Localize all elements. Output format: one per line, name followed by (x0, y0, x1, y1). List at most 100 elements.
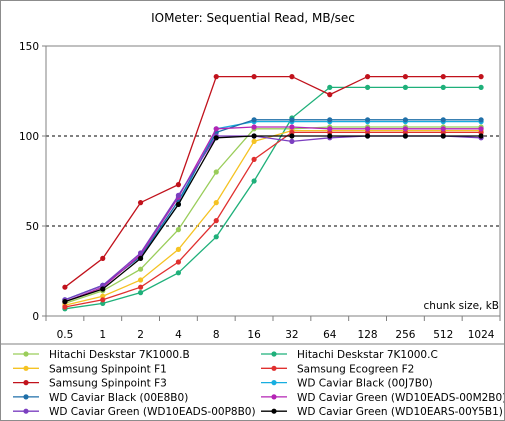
series-4 (62, 74, 484, 290)
data-point (402, 126, 409, 132)
x-axis-unit-label: chunk size, kB (424, 300, 499, 312)
x-tick-label: 16 (247, 329, 261, 341)
x-axis: 0.5 1 2 4 8 16 32 64 128 256 512 1024 (45, 316, 501, 341)
data-point (327, 126, 333, 132)
legend-item: Samsung Spinpoint F3 (13, 378, 167, 390)
x-tick-label: 0.5 (57, 329, 74, 341)
data-point (100, 286, 106, 292)
data-point (327, 92, 333, 98)
data-point (137, 250, 144, 256)
data-point (289, 138, 295, 144)
data-point (137, 200, 144, 206)
data-point (175, 182, 182, 188)
legend-swatch-marker (23, 408, 29, 414)
data-point (175, 227, 182, 233)
data-point (289, 133, 295, 139)
data-point (364, 84, 371, 90)
data-point (175, 192, 182, 198)
data-point (251, 133, 257, 139)
data-point (440, 133, 446, 139)
data-point (364, 129, 371, 135)
data-point (213, 74, 219, 80)
series-line (64, 126, 482, 303)
data-point (137, 255, 144, 261)
series-line (64, 135, 482, 301)
legend-item: Hitachi Deskstar 7K1000.B (13, 349, 190, 361)
data-point (478, 133, 484, 139)
legend-label: Samsung Spinpoint F3 (49, 378, 167, 390)
data-point (137, 284, 144, 290)
data-point (100, 255, 106, 261)
data-point (289, 129, 295, 135)
data-point (402, 117, 409, 123)
x-tick-label: 256 (395, 329, 415, 341)
data-point (364, 126, 371, 132)
data-point (402, 84, 409, 90)
series-line (64, 131, 482, 308)
x-tick-label: 32 (285, 329, 298, 341)
legend-item: Hitachi Deskstar 7K1000.C (261, 349, 438, 361)
x-tick-label: 4 (175, 329, 182, 341)
legend-swatch-marker (23, 394, 29, 400)
legend-label: Samsung Ecogreen F2 (297, 363, 414, 375)
legend-swatch-marker (271, 380, 277, 386)
data-point (289, 124, 295, 130)
data-point (402, 74, 409, 80)
series-6 (62, 117, 484, 303)
data-point (402, 129, 409, 135)
series-8 (62, 133, 484, 303)
series-line (64, 135, 482, 303)
data-point (440, 129, 446, 135)
data-point (213, 126, 219, 132)
data-point (100, 300, 106, 306)
data-point (100, 293, 106, 299)
legend-label: WD Caviar Green (WD10EADS-00P8B0) (49, 406, 256, 418)
legend-label: Samsung Spinpoint F1 (49, 363, 167, 375)
series-9 (62, 133, 484, 305)
data-point (251, 74, 257, 80)
data-point (175, 246, 182, 252)
legend-swatch-marker (271, 365, 277, 371)
data-point (137, 290, 144, 296)
x-tick-label: 1 (99, 329, 106, 341)
data-point (327, 117, 333, 123)
data-point (440, 74, 446, 80)
legend-swatch-marker (271, 408, 277, 414)
data-point (213, 169, 219, 175)
series-2 (62, 128, 484, 308)
x-tick-label: 128 (358, 329, 378, 341)
data-point (364, 133, 371, 139)
legend-label: WD Caviar Black (00E8B0) (49, 392, 188, 404)
series-line (64, 86, 482, 310)
legend-swatch-marker (271, 351, 277, 357)
data-point (440, 126, 446, 132)
data-point (478, 126, 484, 132)
y-tick-label: 150 (19, 41, 39, 53)
data-point (251, 178, 257, 184)
legend-label: Hitachi Deskstar 7K1000.B (49, 349, 190, 361)
data-point (251, 156, 257, 162)
legend-swatch-marker (23, 351, 29, 357)
data-point (478, 84, 484, 90)
data-point (213, 218, 219, 224)
data-point (62, 299, 68, 305)
data-point (289, 74, 295, 80)
x-tick-label: 64 (323, 329, 337, 341)
data-point (213, 234, 219, 240)
series-line (64, 126, 482, 305)
data-point (327, 84, 333, 90)
data-point (175, 259, 182, 265)
legend-item: WD Caviar Black (00J7B0) (261, 378, 433, 390)
data-point (137, 277, 144, 283)
data-point (364, 74, 371, 80)
legend-label: WD Caviar Black (00J7B0) (297, 378, 433, 390)
y-axis: 0 50 100 150 (19, 41, 46, 323)
legend-item: Samsung Spinpoint F1 (13, 363, 167, 375)
x-tick-label: 1024 (468, 329, 495, 341)
data-point (440, 84, 446, 90)
data-point (62, 304, 68, 310)
series-line (64, 119, 482, 301)
data-point (327, 133, 333, 139)
x-tick-label: 2 (137, 329, 144, 341)
series-3 (62, 129, 484, 310)
